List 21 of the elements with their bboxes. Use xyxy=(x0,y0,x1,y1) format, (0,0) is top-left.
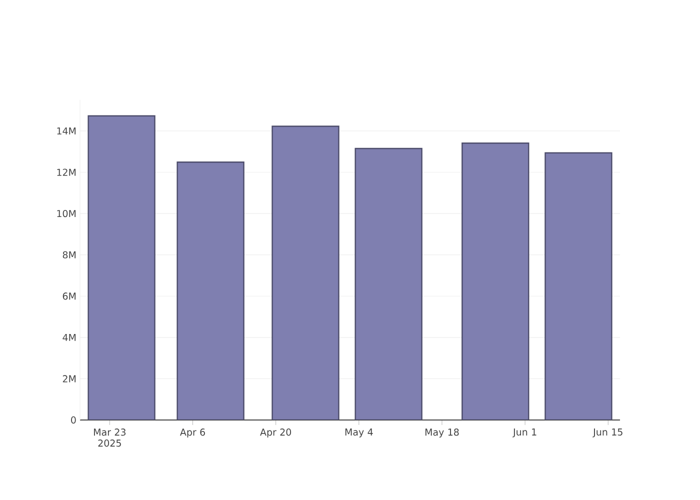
y-tick-label: 10M xyxy=(57,210,76,218)
x-tick-label: Apr 6 xyxy=(180,428,205,438)
x-tick-label: May 18 xyxy=(425,428,459,438)
bar xyxy=(354,148,422,420)
bar xyxy=(88,115,156,420)
x-tick-label: Mar 23 2025 xyxy=(94,428,126,447)
bar xyxy=(176,162,244,420)
y-tick-label: 14M xyxy=(57,127,76,134)
y-tick-label: 6M xyxy=(62,292,76,300)
y-tick-label: 8M xyxy=(62,251,76,258)
bar xyxy=(272,126,340,420)
x-tick-label: Apr 20 xyxy=(260,428,292,438)
bar xyxy=(544,152,612,420)
x-tick-label: May 4 xyxy=(345,428,373,438)
y-tick-label: 12M xyxy=(57,168,76,176)
x-tick-label: Jun 1 xyxy=(512,428,536,438)
x-tick-label: Jun 15 xyxy=(592,428,622,438)
y-tick-label: 0 xyxy=(71,416,76,424)
bar xyxy=(462,142,530,420)
y-tick-label: 4M xyxy=(62,334,76,341)
y-tick-label: 2M xyxy=(62,375,76,382)
